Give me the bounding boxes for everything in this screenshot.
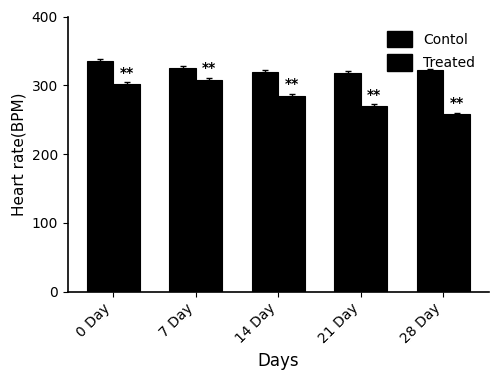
Text: **: ** [284, 77, 298, 91]
Bar [334, 73, 361, 291]
Bar [361, 106, 387, 291]
Legend: Contol, Treated: Contol, Treated [380, 24, 482, 78]
Bar [252, 72, 278, 291]
Bar [170, 68, 196, 291]
Bar [278, 96, 304, 291]
Bar [114, 84, 140, 291]
Bar [87, 61, 114, 291]
Y-axis label: Heart rate(BPM): Heart rate(BPM) [11, 92, 26, 216]
Text: **: ** [367, 88, 381, 101]
Bar [196, 80, 222, 291]
Bar [444, 114, 469, 291]
Text: **: ** [202, 61, 216, 75]
X-axis label: Days: Days [258, 352, 299, 370]
Bar [417, 70, 444, 291]
Text: **: ** [120, 66, 134, 80]
Text: **: ** [450, 96, 464, 110]
